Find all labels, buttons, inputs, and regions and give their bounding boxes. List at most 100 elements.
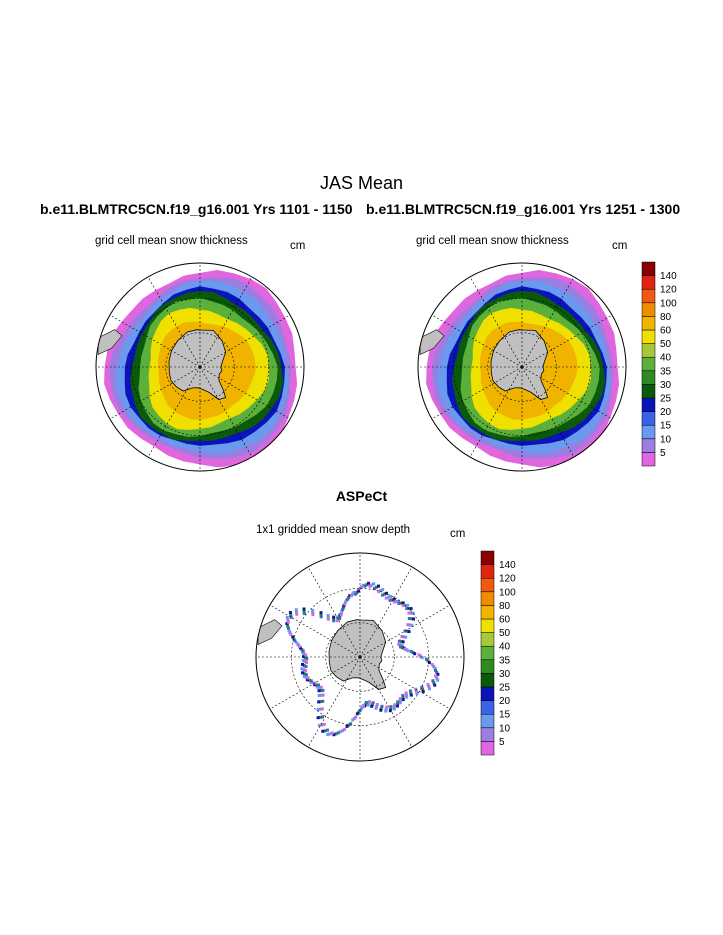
map-aspect-obs [341,608,345,611]
map-aspect-obs [302,607,306,611]
map-aspect-obs [397,642,401,646]
colorbar-top-swatch-1 [641,438,656,453]
map-aspect-obs [384,596,388,600]
map-aspect-obs [389,705,393,709]
colorbar-bottom-swatch-1 [480,727,495,742]
map-aspect-south-america [257,619,283,645]
map-aspect-obs [410,623,414,627]
map-aspect-obs [316,708,320,711]
map-aspect-obs [436,678,440,682]
colorbar-top-tick-label: 25 [660,394,672,405]
colorbar-bottom: 5 10 15 20 25 30 35 40 50 60 80 100 120 140 [480,550,516,756]
map-aspect-obs [409,691,413,695]
map-aspect-obs [361,583,365,587]
colorbar-bottom-swatch-5 [480,673,495,688]
map-right-lat-circle [487,332,557,402]
colorbar-top-swatch-13 [641,275,656,290]
map-aspect-obs [326,733,330,737]
map-left-meridian [147,276,201,368]
aspect-title: ASPeCt [335,488,388,504]
map-left-meridian [109,314,201,368]
map-aspect-obs [309,680,313,684]
panel3-units: cm [450,528,466,540]
colorbar-bottom-swatch-14 [480,550,495,565]
colorbar-bottom-tick-label: 60 [499,615,511,626]
map-aspect-obs [352,590,356,594]
panel3-label: 1x1 gridded mean snow depth [256,524,411,536]
map-aspect-obs [365,583,369,587]
colorbar-bottom-tick-label: 40 [499,642,511,653]
map-aspect-obs [377,584,380,588]
map-aspect-meridian [359,656,451,710]
map-aspect-obs [401,696,405,700]
colorbar-top-swatch-10 [641,316,656,331]
colorbar-top-swatch-6 [641,370,656,385]
map-aspect-obs [396,702,400,706]
map-left [95,262,305,472]
map-aspect-obs [381,593,384,597]
map-left-meridian [199,366,291,420]
colorbar-bottom-swatch-10 [480,605,495,620]
map-aspect-obs [399,639,403,643]
map-aspect-obs [377,590,381,594]
map-aspect-obs [364,701,368,704]
map-aspect-obs [392,597,396,601]
map-aspect-obs [326,613,330,617]
map-aspect-obs [383,592,386,596]
colorbar-top-tick-label: 120 [660,285,677,296]
map-aspect-obs [338,617,342,621]
map-aspect-obs [343,602,347,606]
map-aspect-obs [309,679,313,683]
map-aspect-obs [426,683,430,686]
map-aspect-obs [409,693,413,697]
map-aspect-obs [409,650,413,654]
colorbar-top-swatch-11 [641,302,656,317]
map-aspect-obs [317,700,321,704]
map-aspect-obs [433,683,437,687]
map-aspect-obs [404,691,408,695]
map-aspect-obs [388,595,392,599]
map-aspect-obs [318,715,322,719]
colorbar-bottom-tick-label: 10 [499,723,511,734]
map-aspect-obs [404,635,408,639]
map-aspect-obs [407,630,411,634]
map-aspect-obs [311,608,315,612]
map-aspect-obs [305,661,309,665]
map-aspect-obs [335,619,339,623]
map-aspect-obs [372,582,376,586]
map-aspect-obs [409,617,413,621]
map-aspect-obs [332,615,336,619]
map-right-meridian [469,366,523,458]
map-aspect-obs [360,585,364,589]
map-right-meridian [521,314,613,368]
map-aspect-obs [400,635,404,638]
map-aspect-obs [311,613,315,617]
map-right-boundary [417,262,627,472]
colorbar-bottom-tick-label: 25 [499,683,511,694]
map-aspect-obs [427,661,431,665]
map-aspect-obs [409,611,413,615]
map-aspect-obs [407,617,411,620]
map-aspect-obs [295,612,299,616]
map-aspect-obs [347,723,351,727]
colorbar-bottom-swatch-3 [480,700,495,715]
map-aspect-obs [407,611,411,615]
map-aspect-obs [399,645,402,649]
map-aspect-obs [408,689,412,693]
map-aspect-obs [432,664,436,668]
colorbar-top-tick-label: 80 [660,312,672,323]
map-left-meridian [147,366,201,458]
map-aspect-obs [301,671,304,675]
map-aspect-obs [405,607,409,611]
map-aspect-obs [375,585,378,589]
map-aspect-obs [379,708,383,712]
map-right-meridian [431,366,523,420]
map-aspect-obs [356,589,360,593]
map-aspect-obs [411,611,415,615]
map-aspect-obs [289,633,293,636]
map-aspect-obs [288,631,292,634]
map-aspect-obs [291,635,295,639]
map-aspect-obs [340,611,343,615]
map-aspect-obs [367,581,370,585]
colorbar-top-swatch-3 [641,411,656,426]
